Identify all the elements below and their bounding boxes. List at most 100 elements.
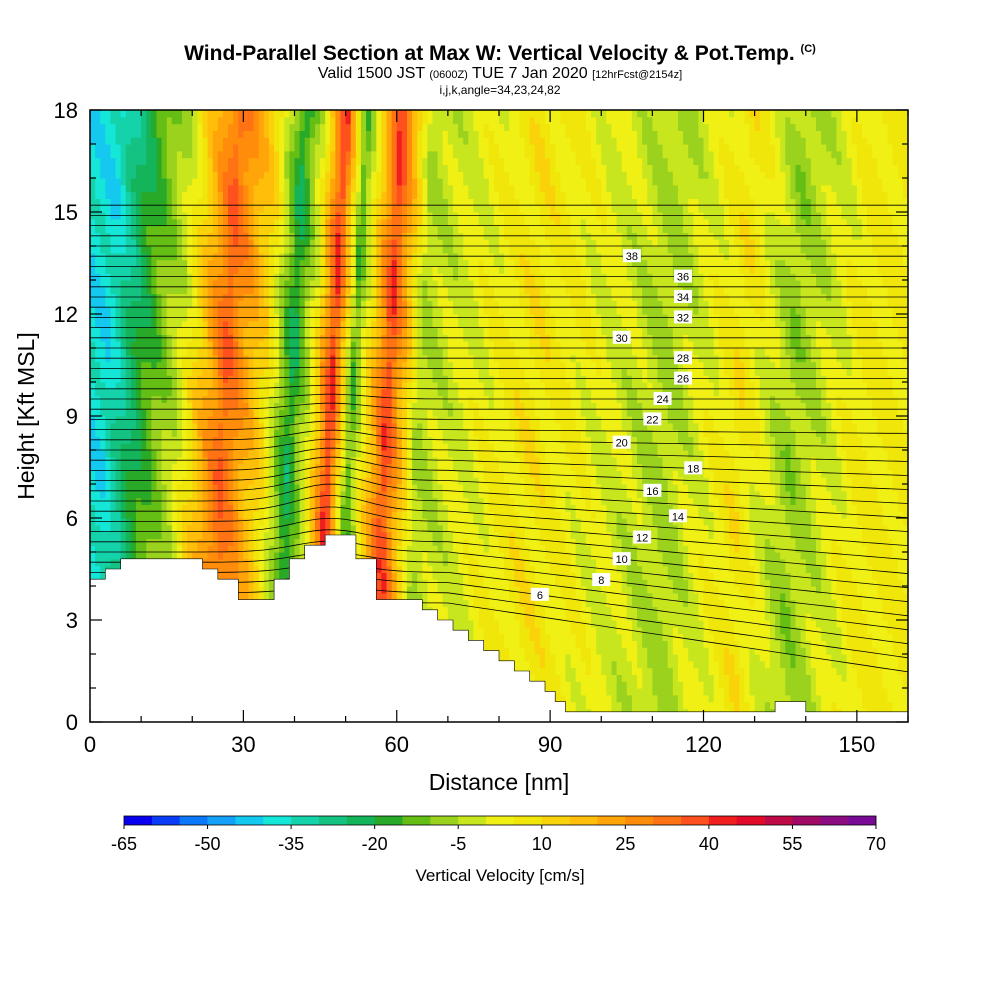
velocity-cell <box>314 524 321 533</box>
velocity-cell <box>258 531 265 539</box>
velocity-cell <box>320 205 326 213</box>
velocity-cell <box>233 157 239 165</box>
velocity-cell <box>115 184 122 193</box>
velocity-cell <box>187 327 193 335</box>
velocity-cell <box>120 470 127 478</box>
velocity-cell <box>176 429 183 437</box>
velocity-cell <box>279 450 285 458</box>
velocity-cell <box>345 198 352 206</box>
velocity-cell <box>197 286 204 295</box>
velocity-cell <box>263 144 270 152</box>
velocity-cell <box>314 116 321 125</box>
velocity-cell <box>217 286 224 295</box>
velocity-cell <box>115 524 122 533</box>
velocity-cell <box>171 402 178 410</box>
velocity-cell <box>325 477 331 485</box>
velocity-cell <box>176 123 183 131</box>
velocity-cell <box>263 157 270 165</box>
velocity-cell <box>182 545 188 553</box>
velocity-cell <box>202 157 209 165</box>
velocity-cell <box>330 164 336 172</box>
velocity-cell <box>360 361 367 369</box>
velocity-cell <box>279 300 285 308</box>
velocity-cell <box>243 320 250 329</box>
velocity-cell <box>258 300 265 308</box>
velocity-cell <box>299 246 306 254</box>
velocity-cell <box>171 484 178 492</box>
velocity-cell <box>320 538 326 546</box>
velocity-cell <box>192 504 198 512</box>
velocity-cell <box>192 443 198 451</box>
velocity-cell <box>279 259 285 267</box>
velocity-cell <box>309 490 316 499</box>
velocity-cell <box>176 409 183 417</box>
velocity-cell <box>243 348 250 356</box>
velocity-cell <box>136 409 142 417</box>
velocity-cell <box>268 320 275 329</box>
velocity-cell <box>248 504 255 512</box>
velocity-cell <box>335 266 342 274</box>
velocity-cell <box>105 150 112 159</box>
velocity-cell <box>212 470 219 478</box>
velocity-cell <box>350 375 357 383</box>
velocity-cell <box>299 552 306 560</box>
velocity-cell <box>120 484 127 492</box>
velocity-cell <box>222 518 229 526</box>
velocity-cell <box>294 191 301 199</box>
velocity-cell <box>340 320 347 329</box>
velocity-cell <box>253 348 260 356</box>
velocity-cell <box>228 286 234 295</box>
velocity-cell <box>258 484 265 492</box>
velocity-cell <box>314 477 321 485</box>
velocity-cell <box>100 429 106 437</box>
velocity-cell <box>228 300 234 308</box>
velocity-cell <box>309 123 316 131</box>
velocity-cell <box>243 545 250 553</box>
velocity-cell <box>299 300 306 308</box>
velocity-cell <box>187 402 193 410</box>
velocity-cell <box>274 307 280 315</box>
velocity-cell <box>263 409 270 417</box>
velocity-cell <box>314 225 321 233</box>
velocity-cell <box>248 246 255 254</box>
velocity-cell <box>320 286 326 295</box>
velocity-cell <box>243 144 250 152</box>
velocity-cell <box>294 416 301 424</box>
velocity-cell <box>350 266 357 274</box>
velocity-cell <box>243 456 250 465</box>
velocity-cell <box>274 511 280 519</box>
velocity-cell <box>335 348 342 356</box>
velocity-cell <box>325 259 331 267</box>
velocity-cell <box>366 456 372 465</box>
velocity-cell <box>366 470 372 478</box>
velocity-cell <box>166 157 173 165</box>
velocity-cell <box>105 409 112 417</box>
velocity-cell <box>299 504 306 512</box>
velocity-cell <box>268 361 275 369</box>
velocity-cell <box>146 552 152 560</box>
velocity-cell <box>156 110 163 118</box>
velocity-cell <box>95 388 101 397</box>
velocity-cell <box>151 144 158 152</box>
velocity-cell <box>314 456 321 465</box>
velocity-cell <box>217 552 224 560</box>
velocity-cell <box>243 443 250 451</box>
velocity-cell <box>192 225 198 233</box>
velocity-cell <box>202 266 209 274</box>
velocity-cell <box>360 191 367 199</box>
velocity-cell <box>217 164 224 172</box>
velocity-cell <box>95 450 101 458</box>
velocity-cell <box>325 144 331 152</box>
velocity-cell <box>253 511 260 519</box>
velocity-cell <box>151 511 158 519</box>
velocity-cell <box>294 395 301 403</box>
velocity-cell <box>263 477 270 485</box>
velocity-cell <box>355 524 362 533</box>
velocity-cell <box>335 130 342 138</box>
velocity-cell <box>289 259 296 267</box>
velocity-cell <box>258 504 265 512</box>
velocity-cell <box>345 443 352 451</box>
velocity-cell <box>335 150 342 159</box>
velocity-cell <box>253 307 260 315</box>
velocity-cell <box>238 164 244 172</box>
